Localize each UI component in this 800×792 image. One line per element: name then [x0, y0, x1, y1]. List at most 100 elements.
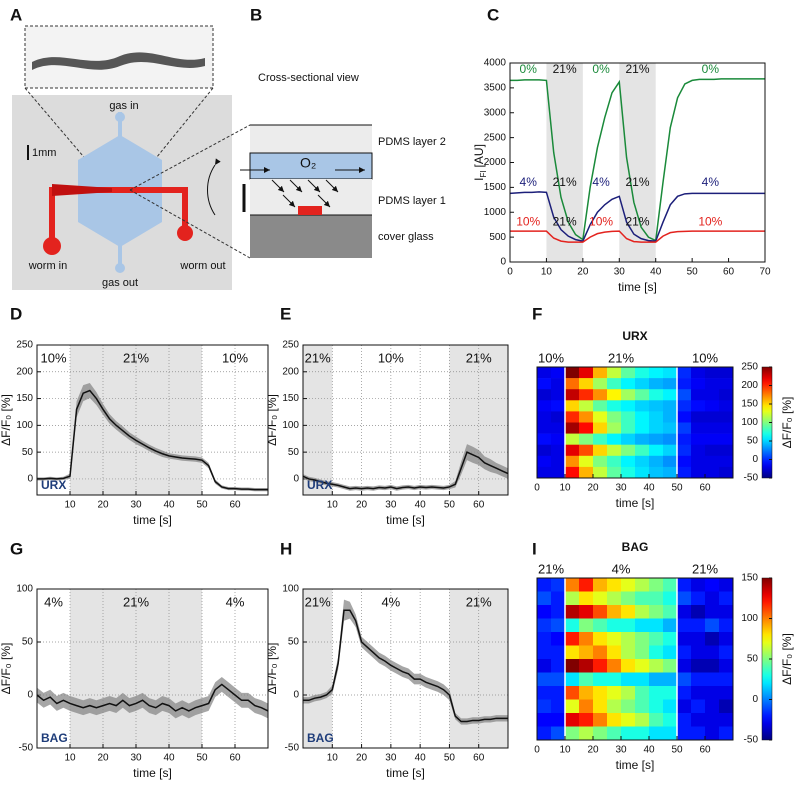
colorbar-tick-label: 0 [752, 454, 758, 465]
heatmap-cell [649, 605, 664, 619]
heatmap-cell [649, 400, 664, 412]
heatmap-cell [635, 591, 650, 606]
x-tick-label: 30 [130, 753, 142, 764]
heatmap-cell [719, 444, 734, 457]
heatmap-cell [565, 645, 580, 660]
heatmap-cell [551, 389, 566, 401]
panel-label: D [10, 304, 22, 323]
heatmap-cell [705, 659, 720, 673]
phase-label: 21% [466, 594, 492, 609]
x-tick-label: 30 [615, 483, 627, 494]
heatmap-cell [537, 591, 552, 606]
heatmap-cell [551, 713, 566, 727]
x-axis-label: time [s] [616, 496, 655, 510]
heatmap-cell [649, 444, 664, 457]
heatmap-cell [705, 605, 720, 619]
heatmap-cell [663, 591, 678, 606]
heatmap-cell [565, 605, 580, 619]
heatmap-cell [719, 659, 734, 673]
heatmap-cell [719, 367, 734, 379]
heatmap-cell [677, 411, 692, 423]
x-tick-label: 40 [643, 745, 655, 756]
y-tick-label: 50 [22, 447, 34, 458]
x-tick-label: 60 [723, 267, 735, 278]
heatmap-cell [663, 578, 678, 592]
panel-label: B [250, 5, 262, 24]
x-tick-label: 20 [356, 753, 368, 764]
heatmap-cell [565, 578, 580, 592]
frame [509, 62, 766, 263]
heatmap-cell [607, 632, 622, 646]
heatmap-cell [565, 411, 580, 423]
heatmap-cell [579, 433, 594, 445]
heatmap-cell [705, 591, 720, 606]
panel-label: A [10, 5, 22, 24]
heatmap-cell [551, 400, 566, 412]
heatmap-cell [719, 726, 734, 741]
heatmap-cell [593, 632, 608, 646]
heatmap-cell [621, 389, 636, 401]
heatmap-cell [663, 726, 678, 741]
x-tick-label: 10 [64, 753, 76, 764]
heatmap-cell [607, 618, 622, 633]
x-tick-label: 10 [559, 745, 571, 756]
x-tick-label: 20 [97, 753, 109, 764]
heatmap-cell [691, 726, 706, 741]
heatmap-cell [691, 672, 706, 687]
heatmap-cell [551, 591, 566, 606]
heatmap-cell [579, 686, 594, 700]
heatmap-cell [537, 726, 552, 741]
worm-port [177, 225, 193, 241]
heatmap-cell [691, 367, 706, 379]
heatmap-cell [579, 591, 594, 606]
y-tick-label: 1500 [484, 182, 507, 193]
worm-channel [298, 206, 322, 215]
heatmap-cell [677, 367, 692, 379]
heatmap-cell [705, 726, 720, 741]
phase-label: 21% [692, 561, 718, 576]
heatmap-cell [607, 444, 622, 457]
heatmap-cell [677, 400, 692, 412]
y-tick-label: 0 [27, 690, 33, 701]
heatmap-cell [565, 367, 580, 379]
heatmap-cell [691, 645, 706, 660]
worm [32, 52, 205, 70]
heatmap-cell [635, 367, 650, 379]
panel-label: E [280, 304, 291, 323]
heatmap-cell [593, 389, 608, 401]
heatmap-cell [705, 618, 720, 633]
x-axis-label: time [s] [133, 766, 172, 780]
x-tick-label: 60 [473, 500, 485, 511]
heatmap-cell [635, 659, 650, 673]
x-tick-label: 50 [687, 267, 699, 278]
heatmap-cell [565, 686, 580, 700]
heatmap-cell [579, 672, 594, 687]
heatmap-cell [649, 433, 664, 445]
heatmap-cell [621, 605, 636, 619]
x-tick-label: 50 [671, 483, 683, 494]
heatmap-cell [705, 699, 720, 714]
heatmap-cell [551, 444, 566, 457]
colorbar-tick-label: 50 [747, 654, 759, 665]
phase-label: 21% [305, 350, 331, 365]
heatmap-cell [663, 645, 678, 660]
heatmap-cell [663, 713, 678, 727]
heatmap-cell [649, 618, 664, 633]
heatmap-cell [705, 411, 720, 423]
phase-label: 21% [625, 214, 649, 228]
x-tick-label: 40 [415, 753, 427, 764]
phase-label: 4% [702, 175, 720, 189]
heatmap-cell [537, 672, 552, 687]
heatmap-cell [635, 618, 650, 633]
heatmap-cell [691, 422, 706, 434]
colorbar-tick-label: -50 [744, 473, 759, 484]
x-axis-label: time [s] [386, 513, 425, 527]
heatmap-cell [551, 659, 566, 673]
heatmap-cell [537, 713, 552, 727]
heatmap-cell [593, 422, 608, 434]
heatmap-cell [565, 422, 580, 434]
heatmap-cell [663, 618, 678, 633]
frame [302, 588, 509, 749]
heatmap-cell [537, 400, 552, 412]
